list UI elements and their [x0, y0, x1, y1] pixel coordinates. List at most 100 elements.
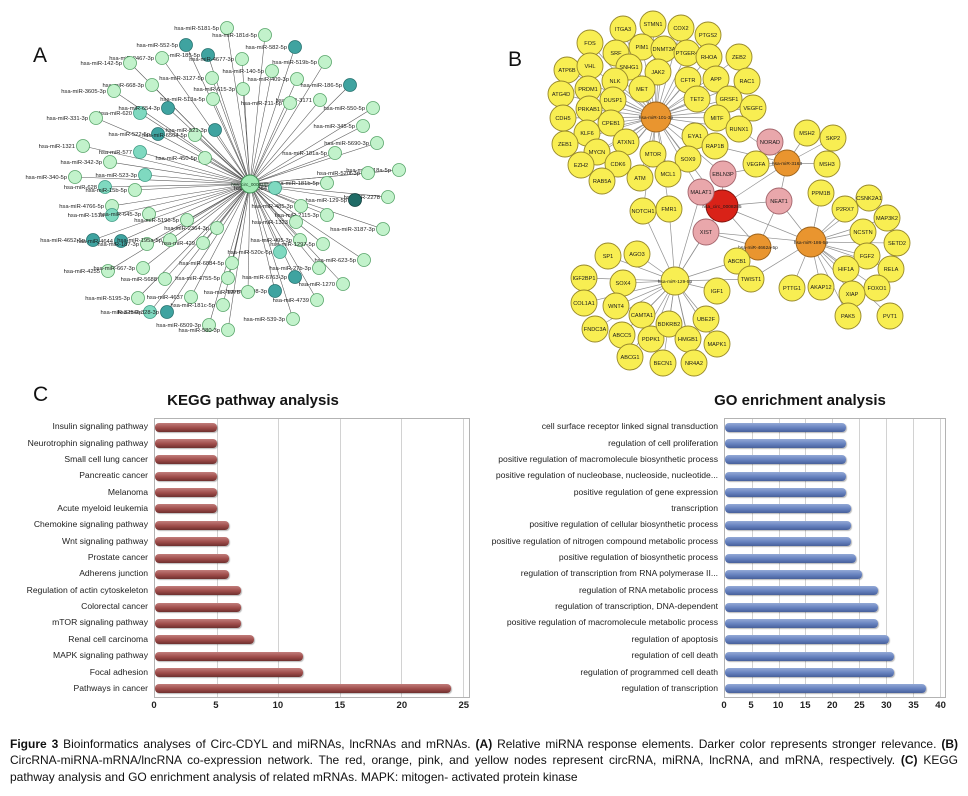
- gene-node-label: FGF2: [860, 254, 874, 260]
- mirna-node: [107, 84, 121, 98]
- x-axis-tick: 20: [396, 700, 408, 711]
- gene-node-label: SETD2: [888, 241, 906, 247]
- mirna-node-label: hsa-miR-6509-3p: [156, 323, 201, 329]
- gene-node-label: ATM: [634, 176, 646, 182]
- gene-node-label: CDH5: [555, 116, 570, 122]
- gene-node-label: WNT4: [608, 304, 624, 310]
- mirna-node: [68, 170, 82, 184]
- value-bar: [155, 602, 242, 612]
- gene-node: [807, 179, 835, 207]
- value-bar: [725, 602, 878, 612]
- mirna-node-label: hsa-miR-550-5p: [323, 106, 365, 112]
- mirna-node: [328, 146, 342, 160]
- category-label: regulation of apoptosis: [631, 633, 718, 644]
- network-edge: [249, 102, 291, 185]
- gene-node: [626, 164, 654, 192]
- network-edge: [249, 183, 296, 278]
- gene-node: [702, 65, 730, 93]
- mirna-node: [286, 312, 300, 326]
- mirna-node: [290, 72, 304, 86]
- network-edge: [166, 183, 251, 313]
- network-edge: [208, 183, 251, 326]
- mirna-node: [98, 180, 112, 194]
- category-label: regulation of transcription from RNA pol…: [520, 568, 718, 579]
- gridline: [885, 419, 887, 697]
- bar-row: [725, 435, 945, 451]
- gene-node-label: MITF: [710, 116, 724, 122]
- bar-row: [725, 534, 945, 550]
- value-bar: [155, 553, 229, 563]
- mirna-node-label: hsa-miR-582-5p: [245, 45, 287, 51]
- bar-row: [725, 583, 945, 599]
- gene-node-label: NCSTN: [853, 230, 872, 236]
- circrna-node: [705, 189, 739, 223]
- mirna-node: [310, 293, 324, 307]
- gene-node-label: P2RX7: [836, 207, 854, 213]
- mirna-node: [158, 272, 172, 286]
- mirna-node: [265, 64, 279, 78]
- mirna-node: [343, 78, 357, 92]
- mirna-node: [294, 199, 308, 213]
- bar-row: [155, 648, 469, 664]
- gene-node-label: CDK6: [611, 162, 626, 168]
- mirna-node: [140, 237, 154, 251]
- mirna-node: [151, 127, 165, 141]
- gene-node: [551, 130, 579, 158]
- caption-bold-text: Figure 3: [10, 737, 64, 751]
- gene-node: [737, 265, 765, 293]
- mirna-hub-node-label: hsa-miR-3163: [772, 161, 802, 167]
- mirna-node-label: hsa-miR-667-3p: [93, 266, 135, 272]
- lncrna-node-label: EBLN3P: [712, 172, 734, 178]
- bar-row: [155, 517, 469, 533]
- gene-node-label: ABCC5: [613, 333, 632, 339]
- category-label: Pathways in cancer: [73, 682, 148, 693]
- gene-node-label: ABCG1: [621, 355, 640, 361]
- gene-node: [680, 349, 708, 377]
- mirna-node: [361, 166, 375, 180]
- category-label: cell surface receptor linked signal tran…: [541, 421, 718, 432]
- network-edge: [249, 34, 266, 185]
- mirna-node-label: hsa-miR-6884-5p: [179, 261, 224, 267]
- mirna-node: [318, 55, 332, 69]
- plot-area: [154, 418, 470, 698]
- mirna-node-label: hsa-miR-522-5p: [108, 132, 150, 138]
- mirna-node: [103, 155, 117, 169]
- network-edge: [137, 183, 251, 299]
- gridline: [462, 419, 464, 697]
- mirna-node-label: hsa-miR-539-3p: [243, 317, 285, 323]
- mirna-node-label: hsa-miR-2364-3p: [164, 226, 209, 232]
- network-edge: [142, 183, 251, 269]
- bar-row: [725, 419, 945, 435]
- mirna-node: [320, 208, 334, 222]
- value-bar: [725, 618, 878, 628]
- mirna-node: [131, 291, 145, 305]
- category-label: regulation of cell death: [631, 650, 718, 661]
- bar-row: [725, 599, 945, 615]
- mirna-node-label: hsa-miR-181d-5p: [212, 33, 257, 39]
- network-edge: [144, 174, 251, 185]
- lncrna-node: [709, 160, 737, 188]
- bar-row: [155, 599, 469, 615]
- mirna-node-label: hsa-miR-5690-3p: [324, 141, 369, 147]
- category-label: Adherens junction: [79, 568, 148, 579]
- mirna-node: [160, 305, 174, 319]
- gene-node-label: ATG4D: [552, 92, 570, 98]
- category-label: Focal adhesion: [89, 666, 148, 677]
- bar-row: [725, 566, 945, 582]
- value-bar: [155, 537, 229, 547]
- mirna-hub-node: [744, 233, 772, 261]
- mirna-node-label: hsa-miR-620: [99, 111, 132, 117]
- category-label: positive regulation of nucleobase, nucle…: [495, 470, 718, 481]
- mirna-node-label: hsa-miR-129-5p: [305, 198, 347, 204]
- mirna-node-label: hsa-miR-3127-5p: [159, 76, 204, 82]
- mirna-node-label: hsa-miR-1278: [204, 290, 240, 296]
- network-edge: [247, 183, 251, 293]
- mirna-node: [206, 92, 220, 106]
- gene-node: [588, 167, 616, 195]
- mirna-node: [133, 106, 147, 120]
- gene-node-label: PRDM1: [578, 87, 598, 93]
- gene-node: [883, 229, 911, 257]
- mirna-node: [86, 233, 100, 247]
- network-edge: [227, 183, 251, 331]
- gene-node-label: SNHG1: [619, 65, 638, 71]
